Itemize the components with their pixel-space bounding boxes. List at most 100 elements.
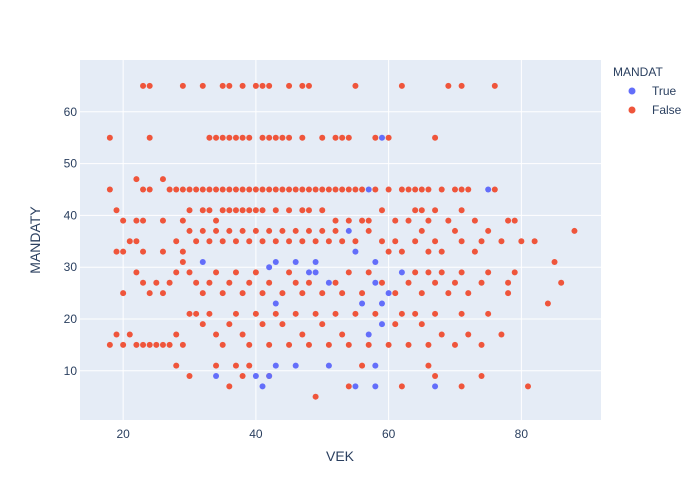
point-false (339, 290, 346, 297)
point-false (239, 82, 246, 89)
x-tick-labels: 20 40 60 80 (116, 427, 528, 441)
point-false (259, 82, 266, 89)
point-false (252, 227, 259, 234)
point-false (106, 341, 113, 348)
point-false (286, 186, 293, 193)
point-true (213, 372, 220, 379)
point-false (272, 134, 279, 141)
point-false (259, 134, 266, 141)
point-false (465, 331, 472, 338)
point-false (518, 238, 525, 245)
point-false (339, 186, 346, 193)
point-false (418, 207, 425, 214)
point-false (166, 341, 173, 348)
point-false (312, 310, 319, 317)
point-false (286, 207, 293, 214)
gridlines (80, 60, 601, 420)
point-false (438, 331, 445, 338)
point-false (445, 217, 452, 224)
point-false (352, 310, 359, 317)
point-false (392, 321, 399, 328)
point-false (332, 279, 339, 286)
point-false (412, 238, 419, 245)
point-false (259, 290, 266, 297)
point-false (206, 186, 213, 193)
point-false (352, 238, 359, 245)
point-false (339, 331, 346, 338)
point-true (305, 269, 312, 276)
point-false (345, 341, 352, 348)
point-false (213, 269, 220, 276)
point-false (425, 362, 432, 369)
point-false (266, 279, 273, 286)
point-false (133, 238, 140, 245)
point-false (544, 300, 551, 307)
point-false (286, 134, 293, 141)
point-false (425, 341, 432, 348)
point-false (120, 217, 127, 224)
point-false (246, 362, 253, 369)
point-false (405, 341, 412, 348)
point-false (113, 207, 120, 214)
series-false (106, 82, 578, 400)
legend-label-false[interactable]: False (652, 103, 682, 117)
point-false (186, 269, 193, 276)
point-false (186, 207, 193, 214)
point-false (432, 238, 439, 245)
point-false (252, 82, 259, 89)
point-false (352, 186, 359, 193)
point-false (558, 279, 565, 286)
point-false (465, 290, 472, 297)
point-false (339, 238, 346, 245)
y-axis-title: MANDATY (27, 206, 43, 274)
point-false (292, 279, 299, 286)
point-false (312, 238, 319, 245)
x-axis-title: VEK (326, 448, 355, 464)
point-false (571, 227, 578, 234)
point-false (405, 217, 412, 224)
point-false (325, 238, 332, 245)
point-false (485, 310, 492, 317)
legend-marker-false[interactable] (628, 106, 636, 114)
point-false (252, 207, 259, 214)
point-false (339, 134, 346, 141)
point-false (511, 217, 518, 224)
point-false (458, 207, 465, 214)
point-false (239, 331, 246, 338)
point-true (372, 259, 379, 266)
point-false (299, 238, 306, 245)
point-true (372, 362, 379, 369)
point-false (365, 341, 372, 348)
point-false (266, 134, 273, 141)
point-false (471, 248, 478, 255)
point-false (199, 207, 206, 214)
point-false (418, 227, 425, 234)
point-false (478, 372, 485, 379)
point-false (319, 290, 326, 297)
point-false (173, 362, 180, 369)
point-false (259, 321, 266, 328)
point-false (359, 186, 366, 193)
point-false (219, 134, 226, 141)
point-false (252, 186, 259, 193)
point-false (491, 82, 498, 89)
legend-label-true[interactable]: True (652, 84, 677, 98)
point-false (179, 248, 186, 255)
point-true (272, 362, 279, 369)
point-false (146, 82, 153, 89)
point-false (418, 321, 425, 328)
legend-marker-true[interactable] (628, 87, 636, 95)
point-false (140, 217, 147, 224)
point-false (398, 186, 405, 193)
point-false (319, 186, 326, 193)
x-tick-label: 40 (249, 427, 263, 441)
point-false (279, 134, 286, 141)
point-false (259, 207, 266, 214)
point-false (173, 186, 180, 193)
point-false (305, 279, 312, 286)
point-true (378, 134, 385, 141)
point-false (279, 227, 286, 234)
point-false (332, 227, 339, 234)
point-false (372, 310, 379, 317)
point-false (445, 82, 452, 89)
